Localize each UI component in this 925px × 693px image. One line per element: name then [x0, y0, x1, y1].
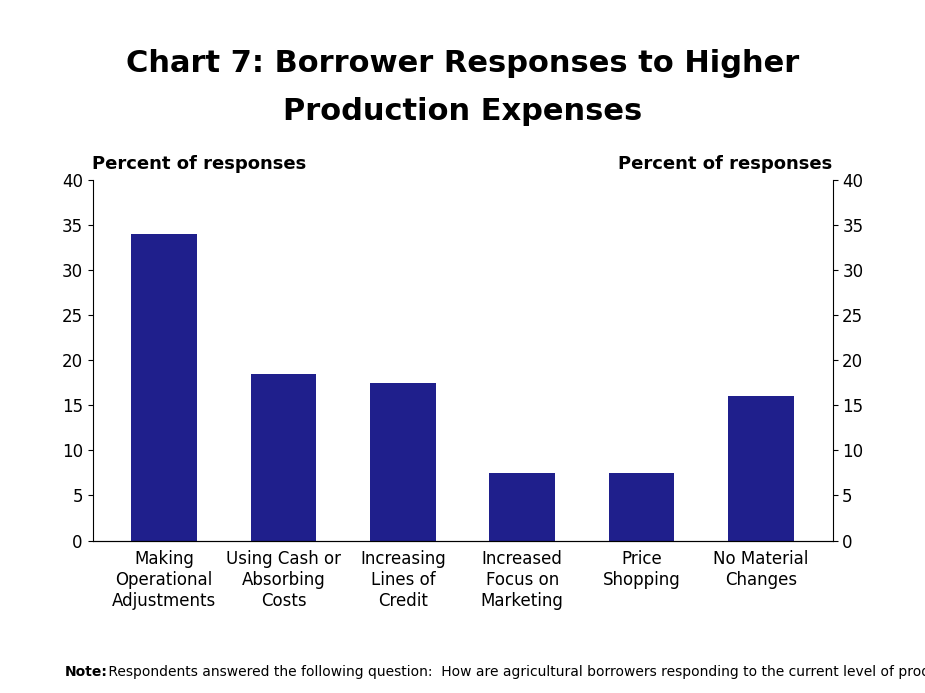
Bar: [609, 473, 674, 541]
Text: Percent of responses: Percent of responses: [92, 155, 307, 173]
Bar: [370, 383, 436, 541]
Text: Production Expenses: Production Expenses: [283, 97, 642, 126]
Text: Chart 7: Borrower Responses to Higher: Chart 7: Borrower Responses to Higher: [126, 49, 799, 78]
Bar: [489, 473, 555, 541]
Bar: [251, 374, 316, 541]
Bar: [728, 396, 794, 541]
Text: Note:: Note:: [65, 665, 107, 679]
Bar: [131, 234, 197, 541]
Text: Respondents answered the following question:  How are agricultural borrowers res: Respondents answered the following quest…: [104, 665, 925, 679]
Text: Percent of responses: Percent of responses: [618, 155, 833, 173]
